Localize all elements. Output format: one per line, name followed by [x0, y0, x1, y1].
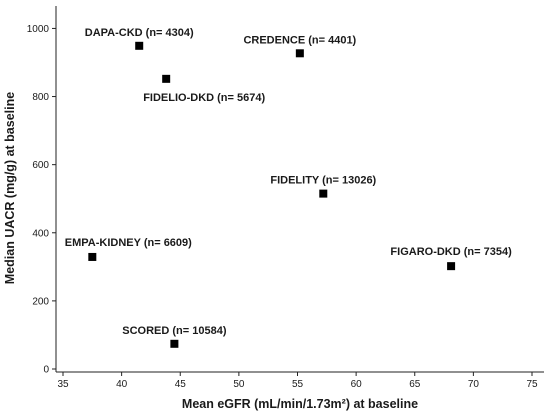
data-point-marker — [295, 49, 304, 58]
data-point-label: FIDELIO-DKD (n= 5674) — [143, 92, 265, 104]
data-point-label: DAPA-CKD (n= 4304) — [85, 27, 194, 39]
x-tick-label: 65 — [409, 379, 421, 390]
x-axis-title: Mean eGFR (mL/min/1.73m²) at baseline — [182, 397, 418, 411]
data-point-label: EMPA-KIDNEY (n= 6609) — [65, 237, 192, 249]
data-point-marker — [170, 339, 179, 348]
x-tick-label: 55 — [292, 379, 304, 390]
y-axis-title: Median UACR (mg/g) at baseline — [3, 92, 17, 284]
data-point-marker — [88, 252, 97, 261]
y-tick-label: 200 — [32, 296, 49, 307]
data-point-label: FIGARO-DKD (n= 7354) — [390, 246, 512, 258]
data-point-label: CREDENCE (n= 4401) — [243, 34, 356, 46]
x-tick-label: 60 — [351, 379, 363, 390]
y-tick-label: 600 — [32, 160, 49, 171]
data-point-label: FIDELITY (n= 13026) — [270, 175, 376, 187]
data-point-marker — [447, 262, 456, 271]
y-tick-label: 0 — [43, 365, 49, 376]
point-label-group: DAPA-CKD (n= 4304) FIDELIO-DKD (n= 5674) C… — [65, 27, 512, 337]
y-tick-label: 800 — [32, 92, 49, 103]
x-tick-label: 35 — [57, 379, 69, 390]
x-tick-label: 40 — [116, 379, 128, 390]
x-tick-label: 45 — [175, 379, 187, 390]
data-point-marker — [162, 74, 171, 83]
y-tick-label: 1000 — [27, 24, 50, 35]
x-tick-label: 50 — [233, 379, 245, 390]
y-tick-label: 400 — [32, 228, 49, 239]
x-tick-label: 75 — [526, 379, 538, 390]
data-point-marker — [319, 189, 328, 198]
y-tick-group: 0 200 400 600 800 1000 — [27, 24, 56, 376]
data-point-marker — [135, 41, 144, 50]
data-point-group — [88, 41, 456, 348]
x-tick-label: 70 — [468, 379, 480, 390]
data-point-label: SCORED (n= 10584) — [122, 325, 227, 337]
x-tick-group: 35 40 45 50 55 60 65 70 75 — [57, 372, 538, 390]
